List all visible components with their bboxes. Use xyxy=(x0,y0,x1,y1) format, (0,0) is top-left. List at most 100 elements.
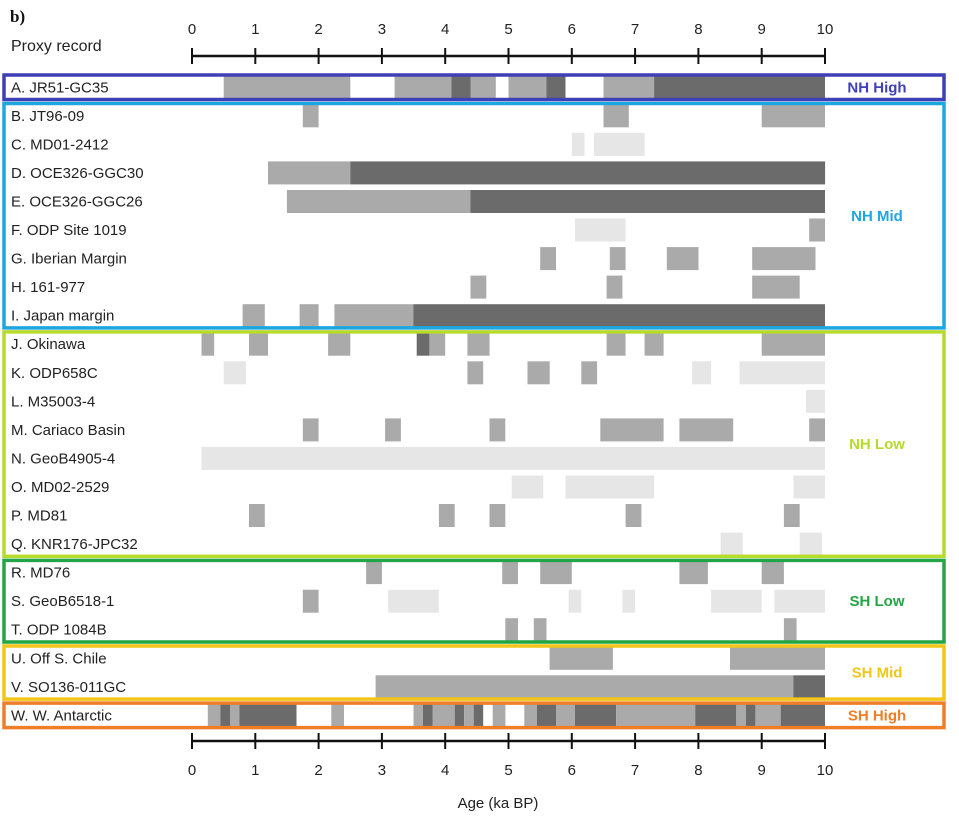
x-axis-title: Age (ka BP) xyxy=(458,795,539,812)
bar-segment-2-1 xyxy=(594,132,645,156)
tick-label-top: 6 xyxy=(568,21,576,38)
bar-segment-0-0 xyxy=(223,75,351,99)
bar-segment-15-3 xyxy=(625,504,642,527)
tick-label-top: 3 xyxy=(378,21,386,38)
bar-segment-9-0 xyxy=(201,332,215,356)
bar-segment-10-1 xyxy=(467,361,484,385)
bar-segment-9-3 xyxy=(416,332,430,356)
bar-segment-22-14 xyxy=(556,703,575,727)
bar-segment-3-1 xyxy=(350,161,826,185)
bar-segment-22-16 xyxy=(616,703,696,727)
bar-segment-8-3 xyxy=(413,304,825,328)
tick-label-bottom: 9 xyxy=(758,762,766,779)
bar-segment-20-1 xyxy=(730,646,825,670)
bar-segment-9-4 xyxy=(429,332,446,356)
bar-segment-22-20 xyxy=(755,703,781,727)
bar-segment-15-4 xyxy=(783,504,800,527)
bar-segment-7-2 xyxy=(752,275,800,299)
row-label: W. W. Antarctic xyxy=(11,707,112,724)
bar-segment-7-1 xyxy=(606,275,623,299)
row-label: L. M35003-4 xyxy=(11,393,95,410)
bar-segment-22-4 xyxy=(331,703,344,727)
bar-segment-13-0 xyxy=(201,446,825,470)
tick-label-bottom: 4 xyxy=(441,762,449,779)
bar-segment-15-1 xyxy=(438,504,455,527)
row-label: I. Japan margin xyxy=(11,308,114,325)
bar-segment-22-19 xyxy=(745,703,756,727)
bar-segment-6-1 xyxy=(609,247,626,271)
bar-segment-12-1 xyxy=(385,418,401,442)
bar-segment-18-1 xyxy=(388,589,439,613)
bar-segment-0-2 xyxy=(451,75,471,99)
bar-segment-10-4 xyxy=(692,361,712,385)
bar-segment-4-1 xyxy=(470,190,825,213)
row-label: J. Okinawa xyxy=(11,336,86,353)
region-box-nh-high xyxy=(2,73,946,102)
tick-label-bottom: 6 xyxy=(568,762,576,779)
bar-segment-21-0 xyxy=(375,675,794,699)
region-box-sh-high xyxy=(2,701,946,730)
tick-label-top: 1 xyxy=(251,21,259,38)
tick-label-top: 7 xyxy=(631,21,639,38)
bar-segment-8-1 xyxy=(299,304,319,328)
bar-segment-18-3 xyxy=(622,589,636,613)
bar-segment-22-18 xyxy=(736,703,746,727)
bar-segment-15-0 xyxy=(249,504,265,527)
region-boxes-layer: NH High NH Mid NH Low SH Low SH Mid SH High xyxy=(2,73,946,730)
bar-segment-17-2 xyxy=(540,561,572,585)
row-label: F. ODP Site 1019 xyxy=(11,222,127,239)
bar-segment-4-0 xyxy=(286,190,471,213)
bar-segment-22-9 xyxy=(464,703,474,727)
tick-label-top: 5 xyxy=(504,21,512,38)
region-box-sh-mid xyxy=(2,644,946,701)
bars-layer xyxy=(201,75,826,727)
bar-segment-3-0 xyxy=(268,161,351,185)
bar-segment-12-4 xyxy=(679,418,734,442)
tick-label-bottom: 3 xyxy=(378,762,386,779)
row-label: U. Off S. Chile xyxy=(11,650,107,667)
bar-segment-22-1 xyxy=(220,703,230,727)
tick-label-bottom: 7 xyxy=(631,762,639,779)
region-label-sh-mid: SH Mid xyxy=(852,665,903,682)
bar-segment-12-3 xyxy=(600,418,664,442)
bar-segment-10-5 xyxy=(739,361,825,385)
tick-label-top: 0 xyxy=(188,21,196,38)
bar-segment-22-3 xyxy=(239,703,297,727)
row-label: H. 161-977 xyxy=(11,279,85,296)
row-label: N. GeoB4905-4 xyxy=(11,450,115,467)
bar-segment-22-5 xyxy=(413,703,423,727)
bar-segment-17-0 xyxy=(366,561,382,585)
bar-segment-22-0 xyxy=(207,703,221,727)
bar-segment-22-17 xyxy=(695,703,737,727)
bar-segment-19-1 xyxy=(533,618,547,642)
bar-segment-17-4 xyxy=(761,561,784,585)
region-box-sh-low xyxy=(2,558,946,644)
tick-label-bottom: 10 xyxy=(817,762,834,779)
tick-label-top: 4 xyxy=(441,21,449,38)
bar-segment-18-0 xyxy=(302,589,319,613)
region-label-sh-low: SH Low xyxy=(850,593,905,610)
bar-segment-14-2 xyxy=(793,475,825,499)
bar-segment-6-0 xyxy=(540,247,556,271)
bar-segment-9-2 xyxy=(328,332,351,356)
row-label: V. SO136-011GC xyxy=(11,679,126,696)
bar-segment-12-5 xyxy=(809,418,825,442)
bar-segment-22-2 xyxy=(230,703,240,727)
row-label: C. MD01-2412 xyxy=(11,136,109,153)
header-label: Proxy record xyxy=(11,38,102,55)
panel-label: b) xyxy=(10,7,25,26)
bar-segment-5-0 xyxy=(575,218,626,242)
bar-segment-22-11 xyxy=(492,703,506,727)
bar-segment-10-2 xyxy=(527,361,550,385)
bar-segment-9-7 xyxy=(644,332,664,356)
row-label: B. JT96-09 xyxy=(11,108,84,125)
bar-segment-18-2 xyxy=(568,589,582,613)
bar-segment-14-1 xyxy=(565,475,655,499)
axes-layer: 0 1 2 3 4 5 6 7 8 9 10 0 1 2 3 4 5 6 7 8 9 10 xyxy=(188,21,834,779)
bar-segment-22-8 xyxy=(454,703,465,727)
tick-label-bottom: 8 xyxy=(694,762,702,779)
row-label: G. Iberian Margin xyxy=(11,251,127,268)
row-labels-layer: A. JR51-GC35 B. JT96-09 C. MD01-2412 D. OCE… xyxy=(11,79,144,724)
region-box-nh-low xyxy=(2,330,946,559)
